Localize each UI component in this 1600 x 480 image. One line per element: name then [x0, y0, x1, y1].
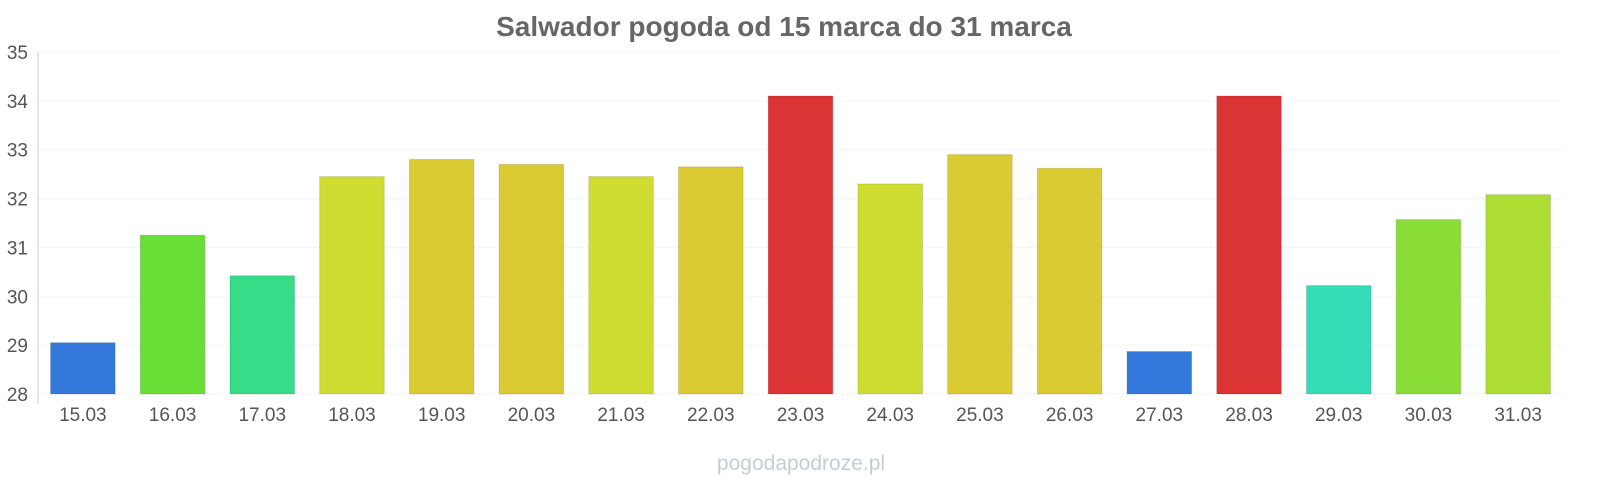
bar	[139, 234, 206, 395]
x-tick-label: 22.03	[687, 405, 735, 426]
y-tick-label: 28	[7, 385, 28, 406]
bar	[857, 183, 923, 395]
x-tick-label: 24.03	[866, 405, 914, 426]
x-tick-label: 28.03	[1225, 405, 1273, 426]
bar	[1395, 219, 1462, 395]
x-tick-label: 15.03	[59, 405, 107, 426]
bar	[1305, 285, 1372, 395]
x-tick-label: 31.03	[1494, 405, 1542, 426]
bars	[50, 95, 1551, 395]
x-tick-label: 25.03	[956, 405, 1004, 426]
bar	[50, 342, 116, 395]
x-tick-label: 16.03	[149, 405, 197, 426]
bar	[1485, 194, 1551, 395]
bar	[1126, 350, 1193, 395]
x-tick-label: 27.03	[1136, 405, 1184, 426]
x-tick-label: 26.03	[1046, 405, 1094, 426]
x-tick-label: 29.03	[1315, 405, 1363, 426]
y-tick-label: 33	[7, 141, 28, 162]
chart-title: Salwador pogoda od 15 marca do 31 marca	[496, 11, 1072, 42]
y-tick-label: 30	[7, 287, 28, 308]
bar	[1216, 95, 1282, 395]
x-tick-label: 21.03	[597, 405, 645, 426]
x-tick-label: 30.03	[1405, 405, 1453, 426]
bar	[1036, 167, 1103, 395]
y-axis-ticks: 28 29 30 31 32 33 34 35	[7, 43, 29, 406]
bar	[588, 176, 654, 395]
bar	[319, 176, 385, 395]
bar	[947, 154, 1013, 395]
x-tick-label: 20.03	[508, 405, 556, 426]
y-tick-label: 34	[7, 92, 29, 113]
x-axis-ticks: 15.03 16.03 17.03 18.03 19.03 20.03 21.03 22.03…	[59, 405, 1542, 426]
bar	[678, 166, 744, 395]
x-tick-label: 18.03	[328, 405, 376, 426]
x-tick-label: 17.03	[238, 405, 286, 426]
y-tick-label: 35	[7, 43, 28, 64]
watermark: pogodapodroze.pl	[717, 452, 885, 475]
bar	[767, 95, 834, 395]
x-tick-label: 19.03	[418, 405, 466, 426]
x-tick-label: 23.03	[777, 405, 825, 426]
bar	[498, 163, 565, 395]
bar	[229, 275, 296, 395]
bar	[408, 158, 475, 395]
y-tick-label: 31	[7, 238, 28, 259]
y-tick-label: 32	[7, 190, 28, 211]
y-tick-label: 29	[7, 336, 28, 357]
